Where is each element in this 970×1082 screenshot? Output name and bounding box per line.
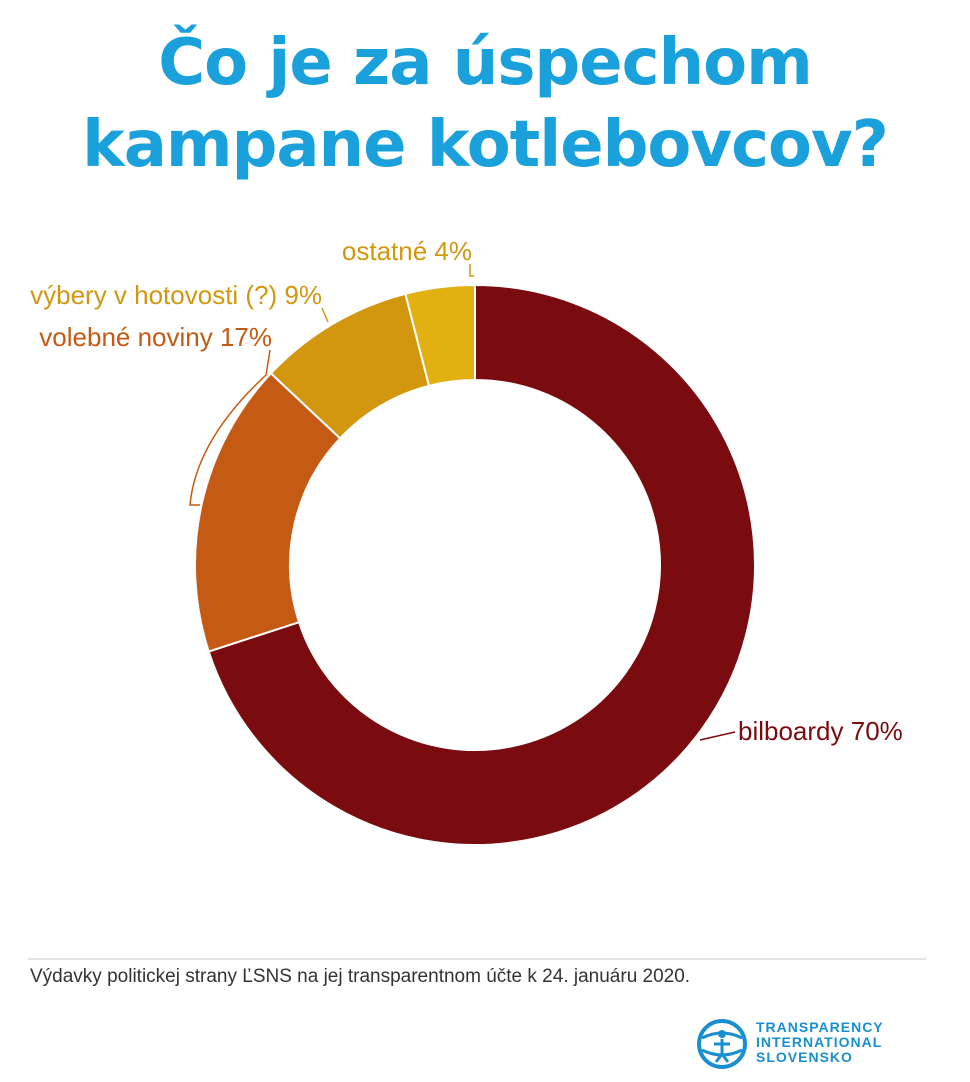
slice-3 (404, 283, 476, 388)
slice-label-0: bilboardy 70% (738, 716, 903, 746)
page-title: Čo je za úspechom kampane kotlebovcov? (0, 22, 970, 186)
donut-chart: bilboardy 70% volebné noviny 17% výbery v … (30, 236, 903, 846)
leader-line-3 (469, 264, 474, 277)
slice-0 (207, 283, 756, 846)
logo-line-2: INTERNATIONAL (756, 1034, 883, 1050)
title-line-1: Čo je za úspechom (158, 26, 813, 100)
slice-label-1: volebné noviny 17% (39, 322, 272, 352)
slice-labels: bilboardy 70% volebné noviny 17% výbery v … (30, 236, 903, 746)
source-note: Výdavky politickej strany ĽSNS na jej tr… (30, 966, 691, 987)
leader-line-0 (699, 731, 736, 741)
logo-line-3: SLOVENSKO (756, 1049, 853, 1065)
footer-divider (28, 958, 926, 960)
logo-line-1: TRANSPARENCY (756, 1019, 884, 1035)
slice-label-3: ostatné 4% (342, 236, 472, 266)
globe-figure-icon (697, 1019, 747, 1069)
leader-lines (189, 264, 736, 741)
donut-slices (194, 283, 756, 846)
title-line-2: kampane kotlebovcov? (82, 108, 889, 182)
transparency-logo: TRANSPARENCY INTERNATIONAL SLOVENSKO (696, 1018, 926, 1070)
slice-label-2: výbery v hotovosti (?) 9% (30, 280, 322, 310)
leader-line-1 (189, 349, 271, 506)
leader-line-2 (321, 307, 329, 323)
logo-text: TRANSPARENCY INTERNATIONAL SLOVENSKO (756, 1020, 884, 1065)
